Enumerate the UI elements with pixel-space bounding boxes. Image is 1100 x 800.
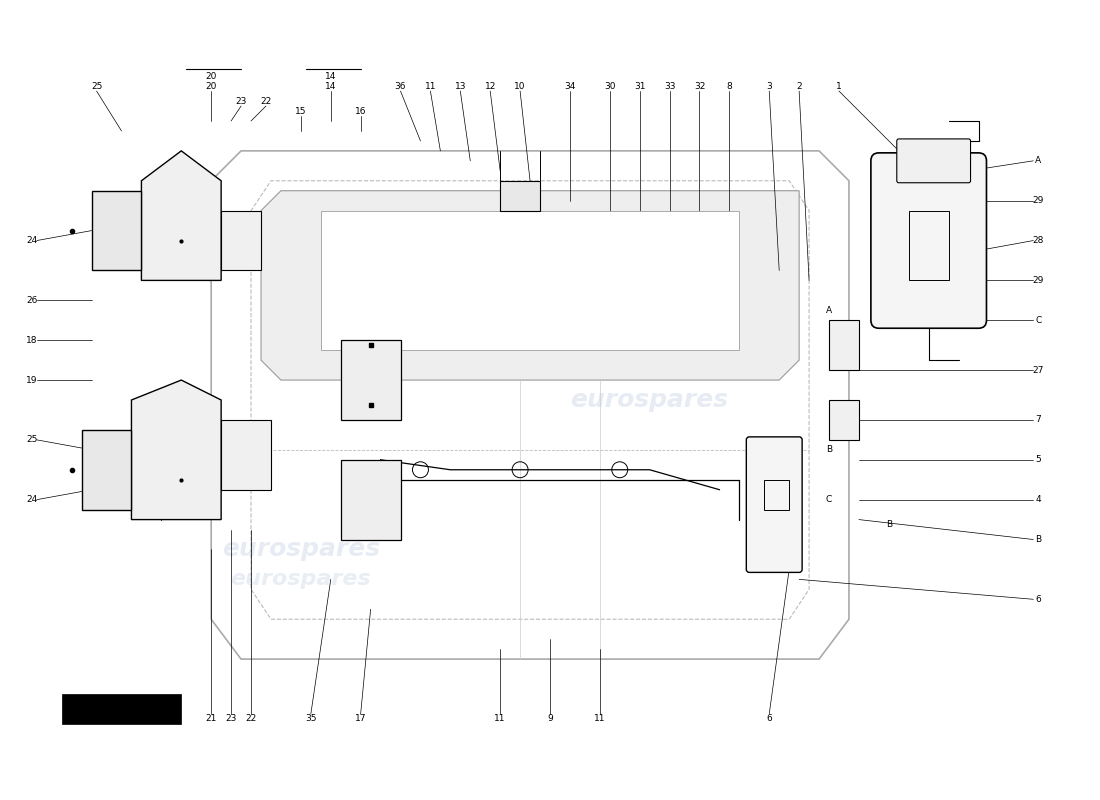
Text: 33: 33: [663, 82, 675, 90]
Text: eurospares: eurospares: [462, 266, 638, 294]
Text: 11: 11: [594, 714, 606, 723]
Bar: [91, 190, 142, 270]
Text: B: B: [826, 446, 832, 454]
Text: eurospares: eurospares: [231, 570, 371, 590]
FancyBboxPatch shape: [896, 139, 970, 182]
Text: 32: 32: [694, 82, 705, 90]
Text: 14: 14: [326, 72, 337, 81]
Bar: [500, 181, 540, 210]
Bar: [221, 420, 271, 490]
Bar: [909, 210, 948, 281]
Text: 35: 35: [305, 714, 317, 723]
Text: 6: 6: [767, 714, 772, 723]
Text: 34: 34: [564, 82, 575, 90]
Text: 5: 5: [1035, 455, 1042, 464]
Text: 25: 25: [91, 82, 102, 90]
Text: 24: 24: [26, 236, 37, 245]
Text: 7: 7: [1035, 415, 1042, 425]
Text: 4: 4: [1035, 495, 1041, 504]
Text: C: C: [826, 495, 833, 504]
Bar: [81, 430, 132, 510]
Text: 18: 18: [26, 336, 37, 345]
Text: 23: 23: [235, 97, 246, 106]
Text: 2: 2: [796, 82, 802, 90]
Bar: [829, 320, 859, 370]
FancyArrowPatch shape: [67, 705, 178, 713]
Text: C: C: [1035, 316, 1042, 325]
Polygon shape: [142, 151, 221, 281]
Text: A: A: [1035, 156, 1042, 166]
Polygon shape: [62, 694, 182, 724]
Text: 19: 19: [26, 375, 37, 385]
Text: 20: 20: [206, 72, 217, 81]
Text: 23: 23: [226, 714, 236, 723]
Text: B: B: [1035, 535, 1042, 544]
Text: 24: 24: [26, 495, 37, 504]
FancyBboxPatch shape: [871, 153, 987, 328]
Text: 11: 11: [425, 82, 437, 90]
Text: 12: 12: [484, 82, 496, 90]
FancyBboxPatch shape: [746, 437, 802, 572]
Text: 20: 20: [206, 82, 217, 90]
Text: 16: 16: [355, 106, 366, 115]
Polygon shape: [132, 380, 221, 519]
Bar: [341, 460, 400, 539]
Text: 10: 10: [515, 82, 526, 90]
Text: 29: 29: [1033, 196, 1044, 205]
Text: eurospares: eurospares: [222, 538, 380, 562]
Bar: [764, 480, 789, 510]
Text: 14: 14: [326, 82, 337, 90]
Bar: [221, 210, 261, 270]
Text: 17: 17: [355, 714, 366, 723]
Text: 11: 11: [494, 714, 506, 723]
Text: 22: 22: [261, 97, 272, 106]
Text: 26: 26: [26, 296, 37, 305]
Bar: [341, 340, 400, 420]
Bar: [829, 400, 859, 440]
Text: A: A: [946, 306, 952, 315]
Polygon shape: [321, 210, 739, 350]
Text: eurospares: eurospares: [571, 388, 728, 412]
Text: A: A: [826, 306, 832, 315]
Text: 29: 29: [1033, 276, 1044, 285]
Text: 25: 25: [26, 435, 37, 444]
Text: eurospares: eurospares: [222, 238, 380, 262]
Text: B: B: [886, 520, 892, 529]
Polygon shape: [261, 190, 799, 380]
Text: 27: 27: [1033, 366, 1044, 374]
Text: 36: 36: [395, 82, 406, 90]
Text: 8: 8: [726, 82, 733, 90]
Text: 21: 21: [206, 714, 217, 723]
Text: 15: 15: [295, 106, 307, 115]
Text: 1: 1: [836, 82, 842, 90]
Text: 13: 13: [454, 82, 466, 90]
Text: 22: 22: [245, 714, 256, 723]
Text: 6: 6: [1035, 595, 1042, 604]
Text: 30: 30: [604, 82, 616, 90]
Text: 9: 9: [547, 714, 553, 723]
Text: 3: 3: [767, 82, 772, 90]
Text: 28: 28: [1033, 236, 1044, 245]
Text: 31: 31: [634, 82, 646, 90]
